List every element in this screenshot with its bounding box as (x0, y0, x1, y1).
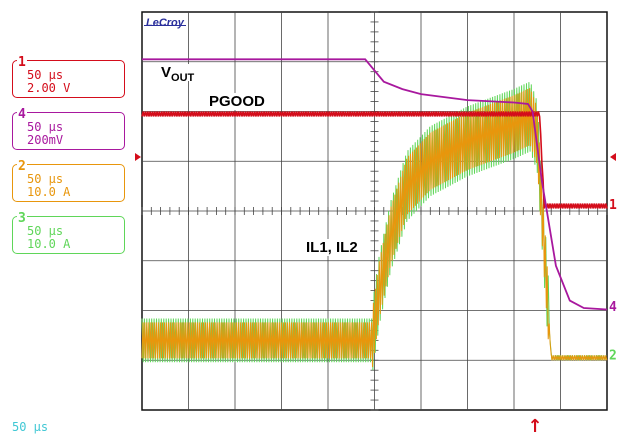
channel-timebase: 50 µs (27, 68, 66, 82)
channel-box-1[interactable]: 1 50 µs 2.00 V (12, 56, 125, 98)
trace-marker-1: 1 (609, 198, 617, 213)
trace-marker-4: 4 (609, 300, 617, 315)
trigger-level-left (135, 153, 141, 161)
channel-scale: 2.00 V (27, 81, 73, 95)
trigger-level-right (610, 153, 616, 161)
channel-scale: 10.0 A (27, 185, 73, 199)
channel-timebase: 50 µs (27, 172, 66, 186)
traces (141, 58, 608, 371)
channel-timebase: 50 µs (27, 120, 66, 134)
channel-box-2[interactable]: 2 50 µs 10.0 A (12, 160, 125, 202)
trace-vout (142, 58, 608, 311)
channel-scale: 200mV (27, 133, 66, 147)
channel-box-4[interactable]: 4 50 µs 200mV (12, 108, 125, 150)
channel-number: 3 (17, 211, 27, 226)
channel-number: 2 (17, 159, 27, 174)
trace-il (141, 82, 607, 371)
trace-marker-2: 2 (609, 348, 617, 363)
channel-timebase: 50 µs (27, 224, 66, 238)
channel-number: 1 (17, 55, 27, 70)
label-vout: VOUT (158, 64, 198, 84)
timebase-label: 50 µs (12, 420, 49, 434)
brand-logo: LeCroy (144, 11, 186, 29)
brand-text: LeCroy (146, 17, 184, 29)
label-pgood: PGOOD (206, 93, 268, 110)
trigger-marker: ↑ (527, 416, 542, 437)
pgood-text: PGOOD (209, 93, 265, 110)
vout-main: V (161, 64, 172, 81)
channel-box-3[interactable]: 3 50 µs 10.0 A (12, 212, 125, 254)
channel-number: 4 (17, 107, 27, 122)
il-text: IL1, IL2 (306, 239, 358, 256)
vout-sub: OUT (171, 72, 195, 84)
overlays: 1 4 2 ↑ (135, 153, 617, 437)
label-il: IL1, IL2 (303, 239, 361, 256)
channel-scale: 10.0 A (27, 237, 73, 251)
trace-pgood (141, 111, 608, 209)
